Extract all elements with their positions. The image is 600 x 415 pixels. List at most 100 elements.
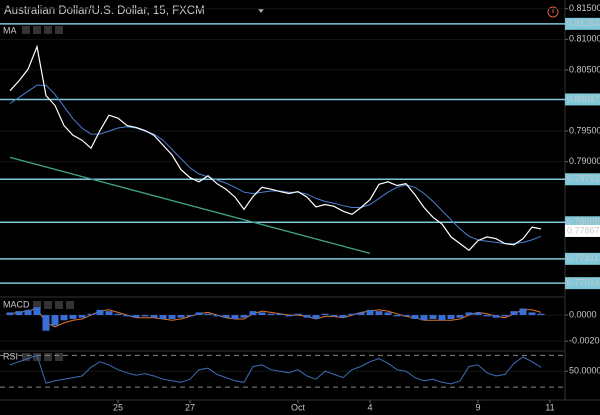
y-tick-label: -0.0020	[569, 336, 600, 346]
macd-bar	[411, 315, 419, 319]
macd-bar	[78, 315, 86, 318]
icon-settings[interactable]	[33, 26, 41, 34]
macd-bar	[195, 312, 203, 316]
macd-bar	[258, 312, 266, 316]
macd-bar	[528, 312, 536, 316]
level-label-box	[565, 173, 600, 186]
icon-more[interactable]	[55, 26, 63, 34]
macd-bar	[87, 313, 95, 316]
macd-bar	[123, 315, 131, 317]
level-label-box	[565, 17, 600, 30]
indicator-label[interactable]: MA	[3, 25, 17, 35]
macd-bar	[402, 315, 410, 317]
macd-bar	[483, 315, 491, 317]
y-tick-label: 0.79500	[569, 125, 600, 135]
icon-remove[interactable]	[55, 301, 63, 309]
y-tick-label: 0.81000	[569, 34, 600, 44]
x-tick-label: 25	[113, 402, 123, 412]
level-label-box	[565, 93, 600, 106]
macd-bar	[438, 315, 446, 321]
macd-bar	[375, 311, 383, 316]
macd-bar	[285, 315, 293, 317]
macd-bar	[294, 313, 302, 316]
icon-more[interactable]	[55, 353, 63, 361]
macd-bar	[51, 315, 59, 326]
chart-title[interactable]: Australian Dollar/U.S. Dollar, 15, FXCM	[4, 5, 205, 17]
last-price-label: 0.77867	[567, 225, 600, 235]
macd-bar	[15, 311, 23, 316]
alert-icon[interactable]	[547, 6, 559, 18]
icon-hide[interactable]	[22, 26, 30, 34]
macd-bar	[186, 315, 194, 317]
macd-bar	[420, 315, 428, 321]
level-label: 0.78009	[567, 217, 600, 227]
macd-bar	[393, 315, 401, 317]
last-price-box	[565, 224, 600, 237]
macd-bar	[69, 315, 77, 319]
icon-remove[interactable]	[44, 353, 52, 361]
dropdown-icon[interactable]	[258, 9, 264, 13]
macd-bar	[510, 311, 518, 316]
icon-remove[interactable]	[44, 26, 52, 34]
macd-bar	[465, 312, 473, 316]
x-tick-label: 4	[367, 402, 372, 412]
series-line	[9, 354, 542, 385]
level-label: 0.80017	[567, 94, 600, 104]
y-tick-label: 50.0000	[569, 366, 600, 376]
macd-bar	[492, 315, 500, 318]
level-label-box	[565, 277, 600, 290]
macd-bar	[303, 315, 311, 318]
macd-bar	[105, 311, 113, 316]
macd-bar	[213, 315, 221, 317]
y-tick-label: 0.0000	[569, 309, 597, 319]
x-tick-label: 11	[545, 402, 554, 412]
macd-bar	[177, 315, 185, 318]
macd-bar	[159, 315, 167, 319]
level-label: 0.77411	[567, 253, 599, 263]
macd-bar	[96, 309, 104, 316]
macd-bar	[366, 309, 374, 316]
macd-bar	[339, 315, 347, 318]
macd-bar	[33, 307, 41, 316]
macd-bar	[231, 315, 239, 319]
x-tick-label: 27	[185, 402, 195, 412]
icon-hide[interactable]	[22, 353, 30, 361]
macd-bar	[312, 315, 320, 319]
macd-bar	[474, 312, 482, 316]
macd-bar	[24, 309, 32, 316]
icon-more[interactable]	[66, 301, 74, 309]
macd-bar	[141, 315, 149, 317]
indicator-label[interactable]: MACD	[3, 299, 30, 309]
y-tick-label: 0.79000	[569, 156, 600, 166]
icon-settings[interactable]	[44, 301, 52, 309]
macd-bar	[501, 315, 509, 317]
alert-circle	[547, 6, 559, 18]
macd-bar	[447, 315, 455, 319]
macd-bar	[456, 315, 464, 318]
macd-bar	[429, 315, 437, 319]
level-label: 0.77014	[567, 278, 600, 288]
macd-bar	[60, 315, 68, 321]
macd-bar	[267, 313, 275, 316]
macd-bar	[222, 315, 230, 318]
macd-bar	[321, 313, 329, 316]
icon-hide[interactable]	[33, 301, 41, 309]
level-label: 0.81253	[567, 18, 600, 28]
macd-bar	[249, 311, 257, 316]
trendline	[9, 156, 371, 255]
macd-bar	[330, 315, 338, 317]
macd-bar	[519, 308, 527, 316]
indicator-label[interactable]: RSI	[3, 351, 18, 361]
x-tick-label: Oct	[291, 402, 306, 412]
level-label-box	[565, 252, 600, 265]
macd-bar	[357, 312, 365, 316]
macd-bar	[348, 313, 356, 316]
macd-bar	[6, 312, 14, 316]
indicator-icons	[22, 26, 74, 361]
series-line	[9, 44, 542, 252]
x-tick-label: 9	[475, 402, 480, 412]
macd-bar	[114, 313, 122, 316]
macd-bar	[276, 313, 284, 316]
